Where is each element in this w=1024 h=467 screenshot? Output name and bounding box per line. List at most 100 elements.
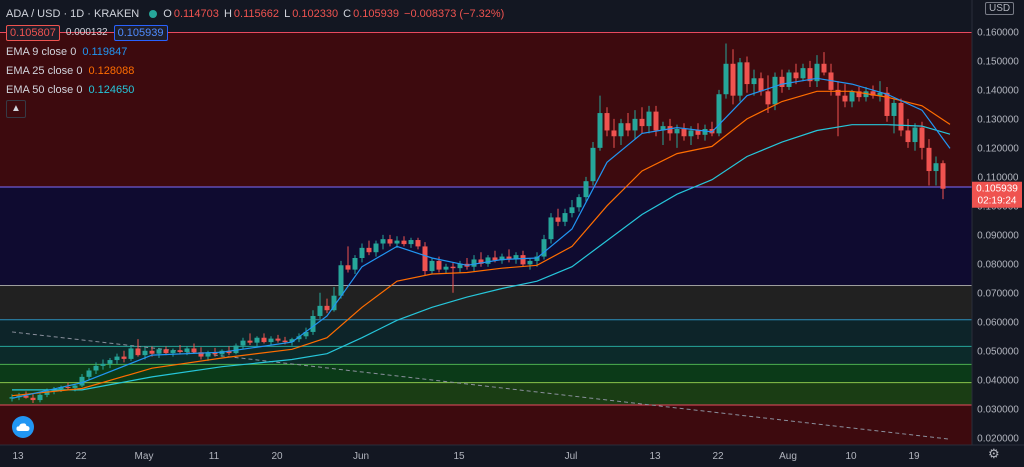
candle-body — [79, 376, 85, 386]
candle-body — [121, 356, 127, 359]
candle-body — [303, 331, 309, 337]
candle-body — [681, 129, 687, 137]
candle-60 — [429, 258, 435, 274]
low-label: L — [284, 7, 291, 20]
candle-body — [366, 247, 372, 253]
candle-body — [268, 338, 274, 343]
candle-body — [324, 305, 330, 311]
candle-body — [177, 350, 183, 352]
candle-body — [674, 129, 680, 134]
indicator-ema9[interactable]: EMA 9 close 0 0.119847 — [6, 42, 506, 61]
candle-body — [317, 305, 323, 316]
candle-95 — [674, 124, 680, 148]
candle-body — [646, 111, 652, 127]
zone-4 — [0, 346, 972, 365]
y-tick-label: 0.020000 — [977, 433, 1019, 444]
candle-body — [793, 72, 799, 79]
y-tick-label: 0.050000 — [977, 346, 1019, 357]
zone-5 — [0, 364, 972, 383]
buy-button[interactable]: 0.105939 — [113, 24, 168, 41]
candle-88 — [625, 113, 631, 137]
collapse-legend-button[interactable]: ▲ — [6, 99, 26, 118]
tradingview-logo[interactable] — [12, 416, 34, 438]
candle-body — [660, 126, 666, 131]
high-value: 0.115662 — [233, 7, 279, 20]
zones-layer — [0, 32, 972, 445]
candle-94 — [667, 118, 673, 141]
candle-body — [737, 62, 743, 96]
candle-body — [107, 360, 113, 364]
candle-body — [716, 94, 722, 134]
candle-body — [408, 240, 414, 245]
candle-123 — [870, 85, 876, 99]
candle-body — [345, 265, 351, 270]
candle-102 — [723, 43, 729, 99]
close-label: C — [343, 7, 352, 20]
candle-98 — [695, 123, 701, 140]
candle-body — [548, 217, 554, 240]
y-tick-label: 0.060000 — [977, 317, 1019, 328]
candle-body — [247, 340, 253, 343]
candle-body — [583, 181, 589, 198]
candle-body — [254, 337, 260, 343]
zone-7 — [0, 404, 972, 445]
sell-button[interactable]: 0.105807 — [6, 24, 60, 41]
candle-body — [730, 63, 736, 96]
candle-18 — [135, 339, 141, 357]
candle-body — [296, 336, 302, 340]
currency-label[interactable]: USD — [985, 2, 1015, 15]
candle-48 — [345, 246, 351, 273]
candle-36 — [261, 333, 267, 344]
x-tick-label: 13 — [649, 451, 661, 462]
candle-53 — [380, 234, 386, 250]
candle-93 — [660, 121, 666, 145]
candle-body — [443, 266, 449, 270]
ema25-line — [11, 90, 951, 397]
candle-105 — [744, 56, 750, 93]
symbol-title[interactable]: ADA / USD · 1D · KRAKEN — [6, 7, 140, 20]
gear-icon[interactable]: ⚙ — [988, 446, 1000, 461]
candle-37 — [268, 336, 274, 345]
candle-109 — [772, 72, 778, 111]
y-tick-label: 0.130000 — [977, 114, 1019, 125]
candle-34 — [247, 333, 253, 345]
ema50-value: 0.124650 — [88, 83, 135, 96]
candle-84 — [597, 95, 603, 151]
candle-body — [23, 395, 29, 398]
candle-body — [114, 356, 120, 361]
candle-body — [926, 147, 932, 172]
candle-body — [338, 265, 344, 296]
indicator-ema25[interactable]: EMA 25 close 0 0.128088 — [6, 61, 506, 80]
candle-33 — [240, 337, 246, 350]
candle-body — [618, 123, 624, 137]
ohlc-values: O 0.114703 H 0.115662 L 0.102330 C 0.105939 … — [163, 6, 506, 22]
time-axis[interactable] — [0, 445, 1024, 467]
candle-body — [352, 258, 358, 270]
candle-13 — [100, 359, 106, 370]
candle-body — [436, 260, 442, 270]
candle-50 — [359, 243, 365, 263]
candle-body — [751, 78, 757, 85]
candle-115 — [814, 55, 820, 87]
candle-body — [450, 266, 456, 269]
x-tick-label: Jun — [353, 451, 369, 462]
candle-42 — [303, 327, 309, 340]
ema25-label: EMA 25 close 0 — [6, 64, 83, 77]
change-value: −0.008373 (−7.32%) — [404, 7, 505, 20]
x-tick-label: 20 — [271, 451, 283, 462]
candle-body — [814, 63, 820, 82]
indicator-ema50[interactable]: EMA 50 close 0 0.124650 — [6, 80, 506, 99]
candle-body — [44, 390, 50, 395]
candle-body — [779, 76, 785, 87]
price-axis[interactable] — [972, 0, 1024, 445]
candle-11 — [86, 368, 92, 380]
candle-body — [856, 91, 862, 98]
candle-body — [492, 257, 498, 261]
candle-body — [163, 349, 169, 354]
candle-body — [562, 213, 568, 222]
x-tick-label: 11 — [209, 451, 220, 462]
candle-72 — [513, 252, 519, 264]
y-tick-label: 0.110000 — [978, 172, 1019, 183]
candle-126 — [891, 98, 897, 134]
